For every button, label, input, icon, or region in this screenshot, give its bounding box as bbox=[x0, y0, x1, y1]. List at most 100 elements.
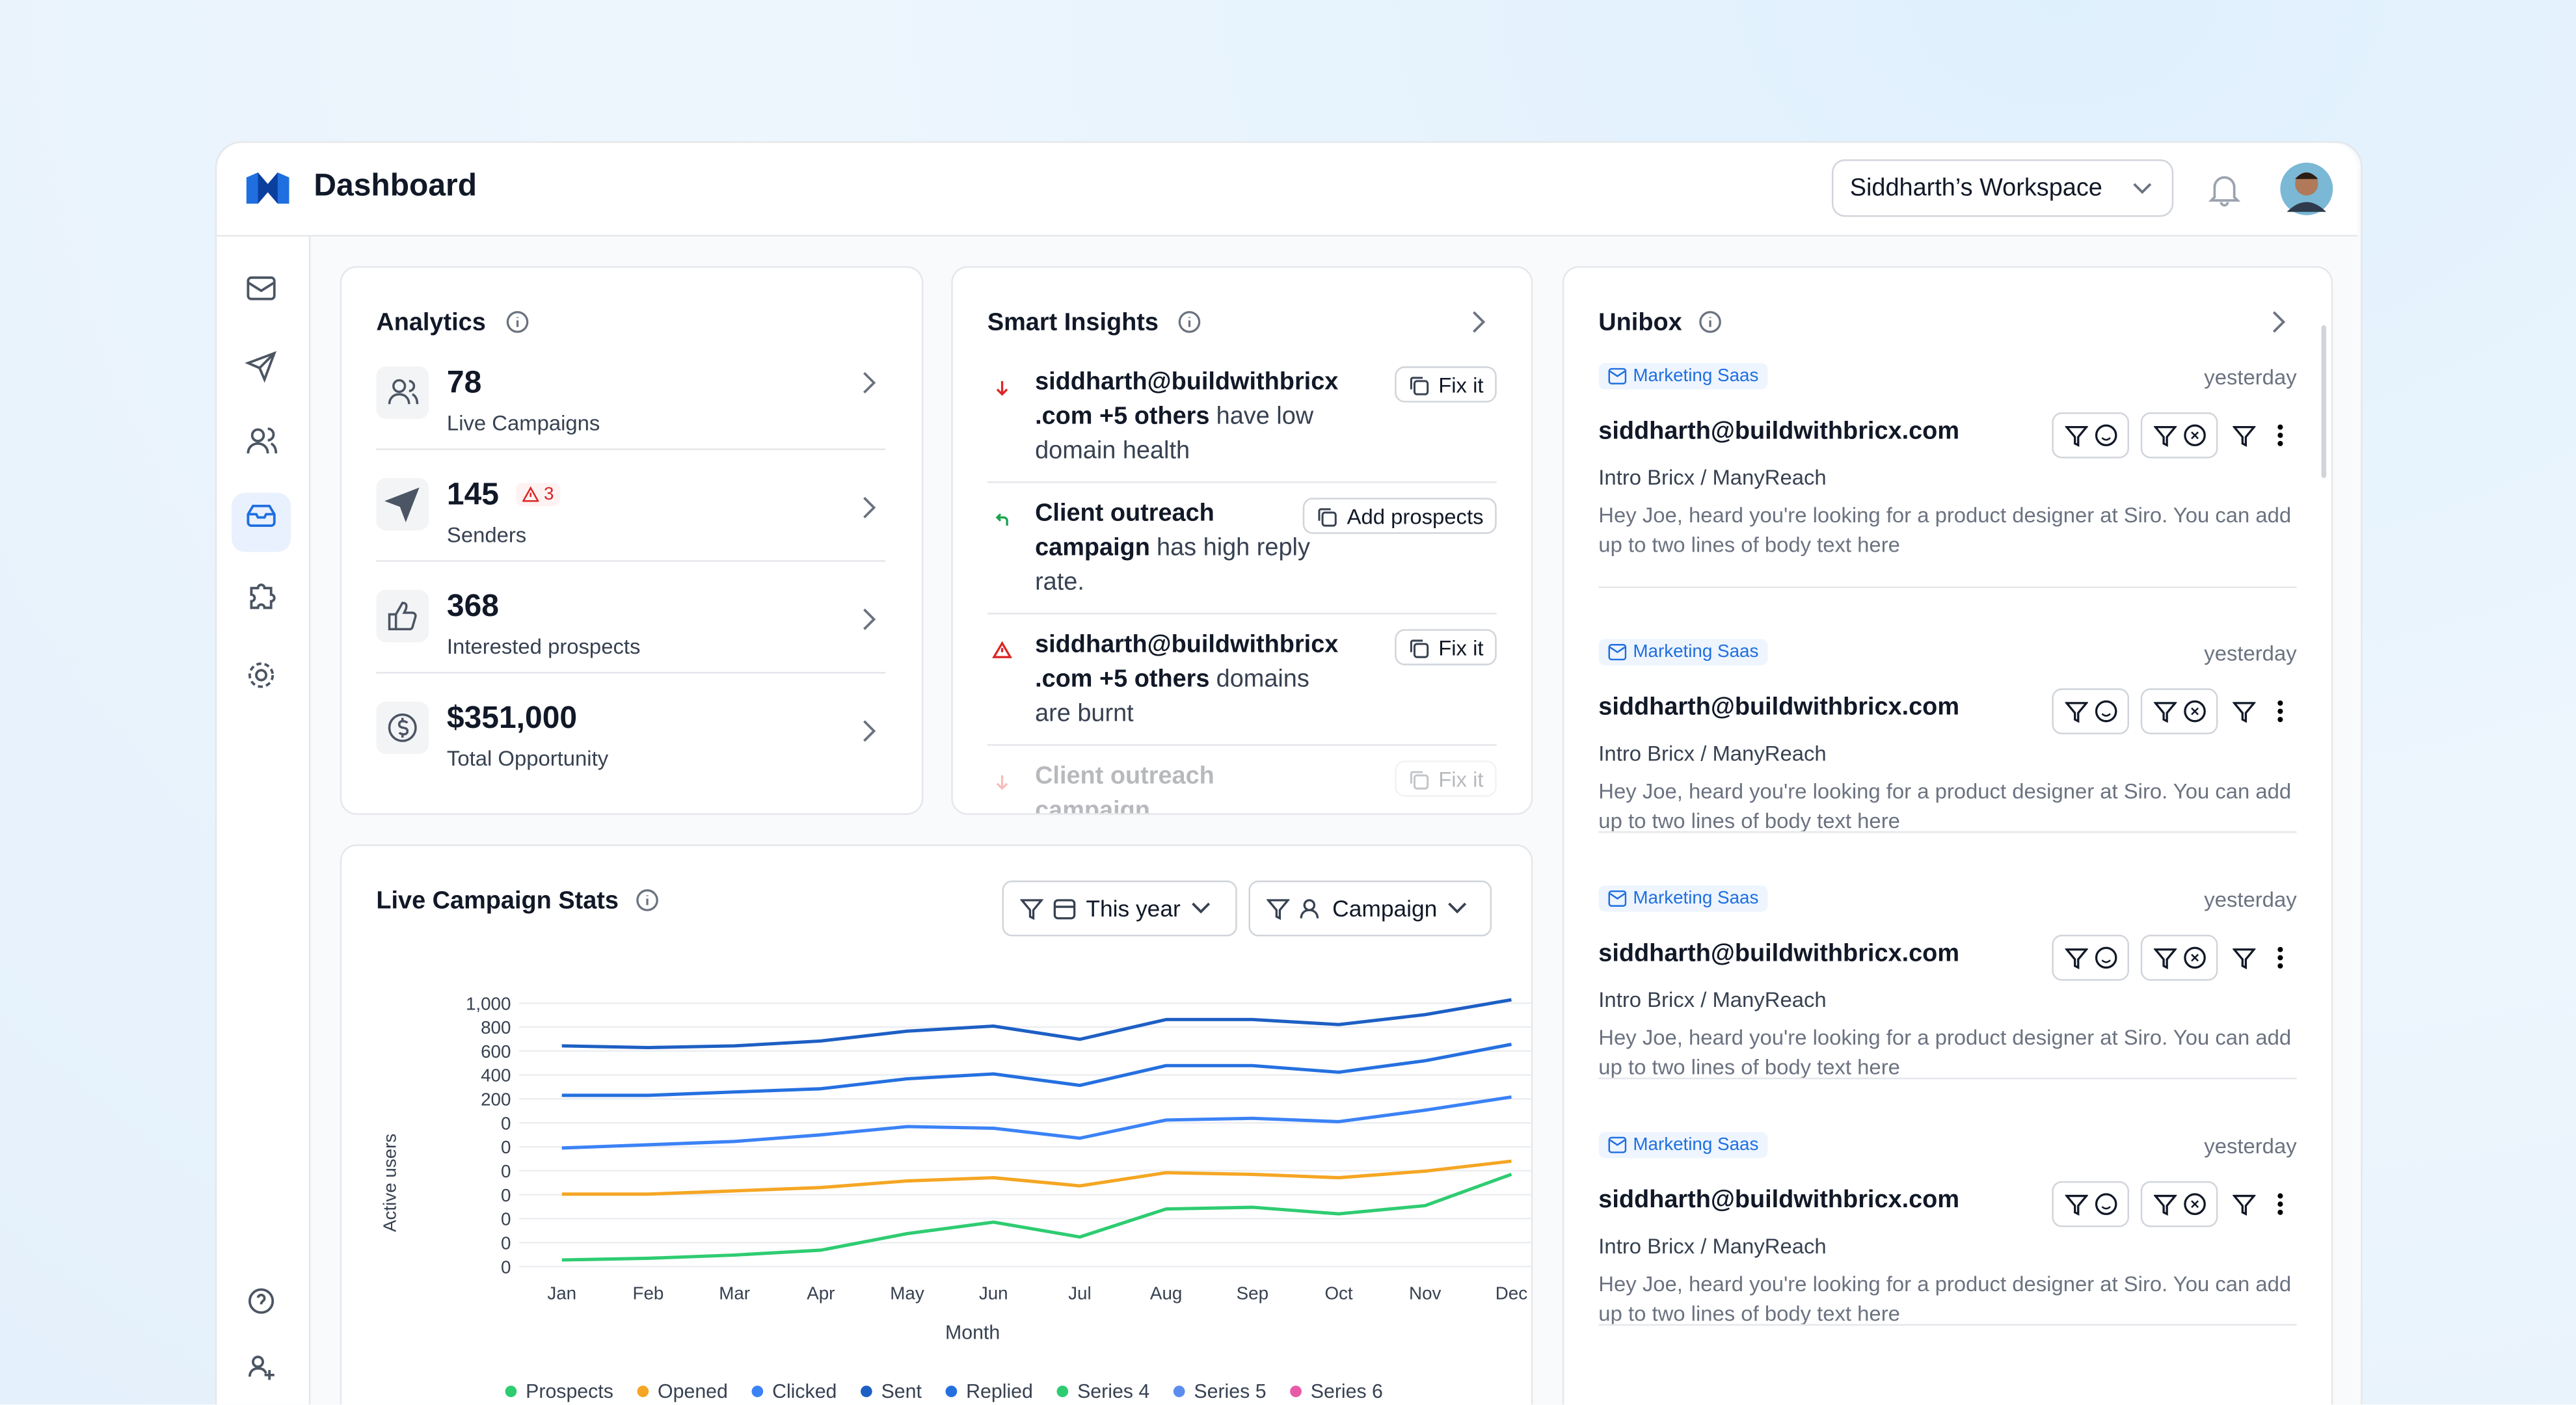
insight-icon bbox=[996, 775, 1008, 790]
funnel-button[interactable] bbox=[2233, 700, 2256, 723]
insight-detail: has high reply rate. bbox=[1035, 533, 1310, 596]
funnel-happy-button[interactable] bbox=[2052, 1181, 2130, 1227]
insight-text: siddharth@buildwithbricx.com +5 others do… bbox=[1035, 628, 1339, 731]
stat-value: 78 bbox=[446, 366, 482, 401]
nav-active-bg bbox=[232, 492, 291, 552]
funnel-button[interactable] bbox=[2233, 946, 2256, 970]
nav-account[interactable] bbox=[248, 1356, 275, 1380]
message-time: yesterday bbox=[2204, 640, 2297, 665]
nav-inbox[interactable] bbox=[247, 504, 276, 528]
message-subject: Intro Bricx / ManyReach bbox=[1598, 464, 1827, 490]
info-icon bbox=[1699, 311, 1721, 333]
legend-swatch bbox=[1173, 1385, 1185, 1397]
card-title: Live Campaign Stats bbox=[376, 887, 619, 915]
funnel-reject-button[interactable] bbox=[2140, 935, 2218, 981]
copy-icon bbox=[1409, 639, 1429, 658]
funnel-button[interactable] bbox=[2233, 424, 2256, 447]
nav-mail[interactable] bbox=[247, 276, 276, 301]
chevron-right[interactable] bbox=[859, 494, 879, 520]
message[interactable]: Marketing Saas yesterday siddharth@buildwi… bbox=[1598, 639, 2297, 869]
tag-label: Marketing Saas bbox=[1633, 889, 1759, 909]
funnel-button[interactable] bbox=[2233, 1193, 2256, 1216]
card-title: Analytics bbox=[376, 308, 486, 337]
message-body: Hey Joe, heard you're looking for a prod… bbox=[1598, 779, 2292, 833]
nav-integrations[interactable] bbox=[250, 583, 276, 609]
message[interactable]: Marketing Saas yesterday siddharth@buildwi… bbox=[1598, 885, 2297, 1116]
chevron-right[interactable] bbox=[859, 369, 879, 395]
filter-icon bbox=[1267, 899, 1290, 920]
funnel-reject-button[interactable] bbox=[2140, 412, 2218, 459]
scrollbar[interactable] bbox=[2321, 325, 2327, 478]
workspace-select[interactable]: Siddharth’s Workspace bbox=[1831, 159, 2174, 217]
action-button[interactable]: Fix it bbox=[1394, 629, 1497, 665]
x-tick-label: Aug bbox=[1150, 1283, 1182, 1304]
funnel-icon bbox=[2064, 1194, 2087, 1216]
x-tick-label: Jun bbox=[979, 1283, 1008, 1304]
funnel-reject-button[interactable] bbox=[2140, 1181, 2218, 1227]
more-button[interactable] bbox=[2275, 944, 2285, 970]
filter-campaign[interactable]: Campaign bbox=[1248, 880, 1492, 937]
filter-date[interactable]: This year bbox=[1002, 880, 1237, 937]
series-line bbox=[561, 998, 1512, 1050]
smile-icon bbox=[2094, 946, 2117, 969]
funnel-icon bbox=[2064, 702, 2087, 723]
more-button[interactable] bbox=[2275, 422, 2285, 448]
bell-icon[interactable] bbox=[2207, 171, 2243, 207]
avatar[interactable] bbox=[2277, 159, 2337, 219]
x-tick-label: Nov bbox=[1409, 1283, 1441, 1304]
insight: Client outreach campaign Fix it bbox=[987, 760, 1497, 813]
x-tick-label: Dec bbox=[1496, 1283, 1527, 1304]
funnel-icon bbox=[2153, 702, 2177, 723]
funnel-icon bbox=[2153, 948, 2177, 970]
message[interactable]: Marketing Saas yesterday siddharth@buildwi… bbox=[1598, 363, 2297, 593]
message-from: siddharth@buildwithbricx.com bbox=[1598, 693, 1960, 721]
mail-icon bbox=[1608, 643, 1627, 661]
nav-users[interactable] bbox=[247, 427, 278, 454]
x-circle-icon bbox=[2183, 424, 2205, 447]
mail-icon bbox=[1608, 890, 1627, 907]
funnel-happy-button[interactable] bbox=[2052, 412, 2130, 459]
divider bbox=[1598, 831, 2297, 833]
insight-icon bbox=[995, 513, 1008, 526]
chevron-right[interactable] bbox=[1469, 309, 1488, 335]
action-button[interactable]: Add prospects bbox=[1302, 498, 1497, 534]
funnel-icon bbox=[2064, 425, 2087, 447]
nav-help[interactable] bbox=[248, 1288, 275, 1314]
legend-swatch bbox=[505, 1385, 517, 1397]
x-tick-label: May bbox=[890, 1283, 924, 1304]
more-button[interactable] bbox=[2275, 698, 2285, 724]
action-button[interactable]: Fix it bbox=[1394, 366, 1497, 403]
y-tick-label: 400 bbox=[481, 1065, 511, 1086]
message-subject: Intro Bricx / ManyReach bbox=[1598, 1233, 1827, 1259]
message[interactable]: Marketing Saas yesterday siddharth@buildwi… bbox=[1598, 1132, 2297, 1362]
insight-subject: Client outreach campaign bbox=[1035, 499, 1214, 562]
chevron-right[interactable] bbox=[2269, 309, 2288, 335]
legend-label: Series 5 bbox=[1194, 1381, 1266, 1402]
message-subject: Intro Bricx / ManyReach bbox=[1598, 741, 1827, 766]
stats-card: Live Campaign Stats This year Campaign M… bbox=[340, 844, 1533, 1405]
nav-icons bbox=[245, 276, 278, 1380]
alert-icon bbox=[522, 486, 539, 502]
insight-icon bbox=[992, 641, 1012, 658]
filter-label: This year bbox=[1086, 895, 1181, 922]
funnel-icon bbox=[2153, 1194, 2177, 1216]
divider bbox=[1598, 1077, 2297, 1080]
series-line bbox=[561, 1159, 1512, 1196]
more-button[interactable] bbox=[2275, 1191, 2285, 1217]
funnel-happy-button[interactable] bbox=[2052, 688, 2130, 734]
divider bbox=[376, 671, 886, 674]
nav-send[interactable] bbox=[245, 351, 276, 383]
y-tick-label: 0 bbox=[501, 1137, 511, 1157]
message-tag: Marketing Saas bbox=[1598, 639, 1769, 665]
nav-settings[interactable] bbox=[248, 662, 275, 688]
action-button[interactable]: Fix it bbox=[1394, 760, 1497, 797]
funnel-happy-button[interactable] bbox=[2052, 935, 2130, 981]
funnel-reject-button[interactable] bbox=[2140, 688, 2218, 734]
stat-label: Live Campaigns bbox=[446, 410, 600, 436]
message-subject: Intro Bricx / ManyReach bbox=[1598, 987, 1827, 1012]
chevron-right[interactable] bbox=[859, 606, 879, 632]
legend-label: Replied bbox=[966, 1381, 1033, 1402]
divider bbox=[1598, 1324, 2297, 1326]
message-from: siddharth@buildwithbricx.com bbox=[1598, 1186, 1960, 1214]
chevron-right[interactable] bbox=[859, 718, 879, 744]
